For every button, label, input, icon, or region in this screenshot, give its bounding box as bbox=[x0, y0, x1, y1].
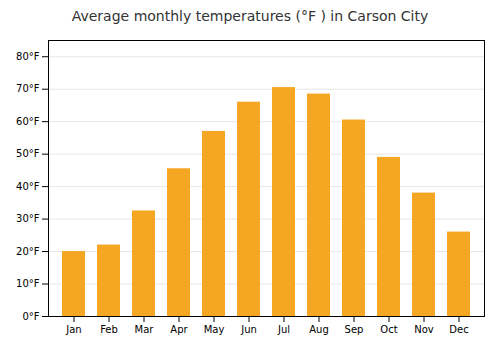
svg-text:0°F: 0°F bbox=[22, 311, 39, 322]
svg-text:Oct: Oct bbox=[380, 324, 397, 335]
svg-text:Jan: Jan bbox=[65, 324, 81, 335]
svg-text:Aug: Aug bbox=[309, 324, 329, 335]
svg-text:Nov: Nov bbox=[414, 324, 434, 335]
svg-text:20°F: 20°F bbox=[16, 246, 40, 257]
html-text:Average monthly temperatures (: Average monthly temperatures (°F ) in Ca… bbox=[71, 8, 429, 24]
svg-text:50°F: 50°F bbox=[16, 148, 40, 159]
svg-text:40°F: 40°F bbox=[16, 181, 40, 192]
svg-text:60°F: 60°F bbox=[16, 116, 40, 127]
svg-text:Apr: Apr bbox=[170, 324, 188, 335]
svg-text:30°F: 30°F bbox=[16, 213, 40, 224]
svg-text:Jul: Jul bbox=[277, 324, 290, 335]
svg-text:80°F: 80°F bbox=[16, 51, 40, 62]
svg-text:Sep: Sep bbox=[345, 324, 364, 335]
svg-text:70°F: 70°F bbox=[16, 83, 40, 94]
svg-text:Jun: Jun bbox=[240, 324, 257, 335]
svg-text:Mar: Mar bbox=[135, 324, 155, 335]
svg-text:10°F: 10°F bbox=[16, 278, 40, 289]
svg-text:May: May bbox=[204, 324, 225, 335]
svg-text:Feb: Feb bbox=[100, 324, 118, 335]
svg-text:Dec: Dec bbox=[449, 324, 468, 335]
